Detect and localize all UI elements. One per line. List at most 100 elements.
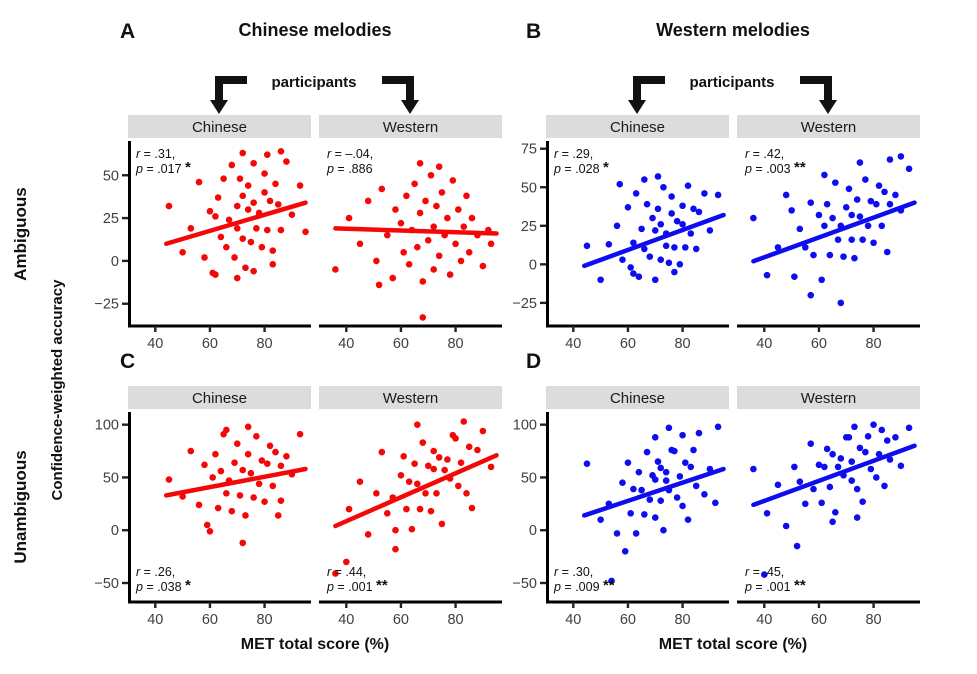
data-point: [616, 180, 624, 188]
data-point: [433, 489, 440, 497]
data-point: [853, 485, 861, 493]
data-point: [774, 481, 782, 489]
x-axis-label-left: MET total score (%): [240, 636, 390, 653]
data-point: [801, 244, 809, 251]
data-point: [233, 225, 241, 232]
x-tick-label: 60: [811, 612, 827, 628]
data-point: [651, 227, 659, 234]
data-point: [856, 444, 864, 452]
data-point: [427, 171, 435, 179]
data-point: [842, 203, 850, 211]
data-point: [624, 203, 632, 211]
regression-line: [163, 466, 308, 498]
data-point: [671, 244, 678, 251]
data-point: [397, 472, 405, 479]
stats-annotation: r = .30,: [554, 565, 593, 579]
x-tick-label: 80: [447, 336, 463, 352]
facet-strip: [319, 386, 502, 409]
data-point: [209, 474, 216, 481]
data-point: [872, 474, 880, 481]
data-point: [397, 219, 405, 227]
data-point: [662, 468, 670, 476]
data-point: [810, 485, 817, 493]
data-point: [373, 489, 380, 497]
data-point: [244, 450, 252, 458]
data-point: [302, 228, 309, 236]
data-point: [646, 496, 654, 503]
facet-chinese: Chinese 50 25 0 −25 40 60 80 r = .31,p = .017 *: [94, 115, 311, 352]
data-point: [829, 214, 836, 222]
significance-stars: **: [794, 159, 806, 176]
data-point: [872, 200, 880, 208]
data-point: [807, 199, 815, 206]
scatter-chart: Chinese 100 50 0 −50 40 60 80 r = .30,p = .009 *…: [512, 386, 920, 628]
data-point: [788, 207, 795, 214]
data-point: [763, 271, 771, 279]
data-point: [435, 252, 443, 260]
y-tick-label: −50: [512, 576, 537, 592]
data-point: [214, 504, 222, 512]
data-point: [444, 214, 451, 222]
x-tick-label: 60: [202, 612, 218, 628]
x-tick-label: 40: [565, 336, 581, 352]
data-point: [832, 508, 839, 516]
facet-strip-label: Western: [801, 390, 857, 407]
data-point: [632, 530, 640, 537]
data-point: [834, 236, 842, 243]
data-point: [892, 191, 899, 199]
data-point: [897, 153, 905, 160]
significance-stars: **: [794, 577, 806, 594]
data-point: [479, 262, 487, 270]
data-point: [613, 530, 621, 537]
data-point: [165, 476, 173, 483]
data-point: [832, 179, 839, 186]
data-point: [643, 448, 651, 456]
data-point: [433, 202, 440, 210]
data-point: [793, 542, 801, 550]
regression-line: [581, 212, 726, 269]
data-point: [236, 175, 244, 182]
data-point: [364, 531, 372, 538]
stats-annotation: r = .26,: [136, 565, 175, 579]
facet-western: Western 40 60 80 r = .42,p = .003 **: [737, 115, 920, 352]
stats-annotation: r = –.04,: [327, 147, 373, 161]
data-point: [233, 440, 241, 447]
participants-label: participants: [689, 74, 774, 91]
data-point: [878, 222, 886, 230]
data-point: [649, 214, 656, 222]
data-point: [859, 498, 866, 506]
data-point: [244, 423, 252, 431]
data-point: [206, 207, 214, 215]
data-point: [239, 192, 247, 200]
data-point: [457, 257, 465, 265]
y-tick-label: 25: [103, 211, 119, 227]
data-point: [886, 456, 894, 463]
data-point: [673, 494, 681, 501]
x-tick-label: 60: [393, 336, 409, 352]
data-point: [400, 453, 407, 460]
data-point: [848, 236, 856, 243]
data-point: [296, 430, 304, 438]
data-point: [239, 539, 247, 547]
data-point: [856, 159, 864, 166]
x-tick-label: 60: [811, 336, 827, 352]
data-point: [217, 233, 225, 241]
data-point: [465, 443, 473, 451]
data-point: [454, 482, 462, 490]
data-point: [883, 248, 891, 256]
data-point: [408, 525, 416, 533]
data-point: [837, 299, 845, 307]
panel-letter: D: [526, 350, 542, 373]
facet-strip-label: Chinese: [610, 119, 665, 136]
data-point: [356, 478, 364, 485]
data-point: [296, 182, 304, 189]
data-point: [630, 270, 637, 277]
x-tick-label: 80: [447, 612, 463, 628]
x-tick-label: 60: [393, 612, 409, 628]
data-point: [239, 235, 247, 242]
data-point: [660, 183, 667, 191]
data-point: [684, 182, 692, 190]
scatter-chart: Chinese 100 50 0 −50 40 60 80 r = .26,p = .038 *…: [94, 386, 502, 628]
data-point: [657, 497, 665, 504]
x-tick-label: 40: [147, 336, 163, 352]
